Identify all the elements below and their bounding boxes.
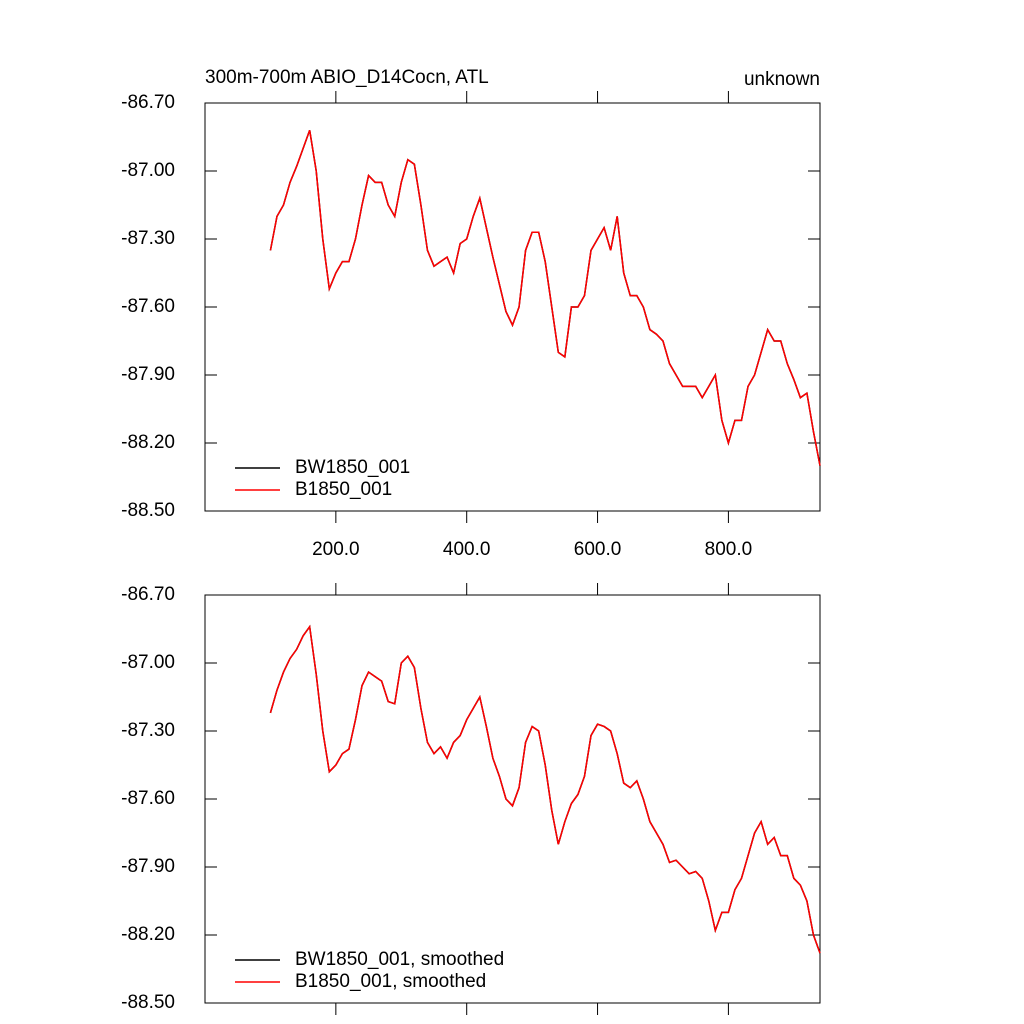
y-tick-label: -86.70 bbox=[121, 584, 175, 605]
y-tick-label: -87.60 bbox=[121, 296, 175, 317]
y-tick-label: -87.90 bbox=[121, 364, 175, 385]
legend-label: B1850_001, smoothed bbox=[295, 971, 486, 992]
y-tick-label: -88.50 bbox=[121, 992, 175, 1013]
series-line bbox=[269, 129, 821, 466]
y-tick-label: -87.00 bbox=[121, 652, 175, 673]
legend-label: BW1850_001, smoothed bbox=[295, 949, 504, 970]
series-line bbox=[269, 129, 821, 466]
x-tick-label: 200.0 bbox=[312, 539, 360, 560]
series-line bbox=[269, 624, 821, 954]
y-tick-label: -87.00 bbox=[121, 160, 175, 181]
chart-title: 300m-700m ABIO_D14Cocn, ATL bbox=[205, 67, 489, 88]
y-tick-label: -88.20 bbox=[121, 924, 175, 945]
x-tick-label: 400.0 bbox=[443, 539, 491, 560]
y-tick-label: -87.90 bbox=[121, 856, 175, 877]
legend-label: B1850_001 bbox=[295, 479, 392, 500]
x-tick-label: 600.0 bbox=[574, 539, 622, 560]
chart-subtitle: unknown bbox=[744, 69, 820, 90]
y-tick-label: -88.20 bbox=[121, 432, 175, 453]
y-tick-label: -87.30 bbox=[121, 228, 175, 249]
y-tick-label: -87.60 bbox=[121, 788, 175, 809]
plot-frame bbox=[204, 594, 821, 1004]
y-tick-label: -86.70 bbox=[121, 92, 175, 113]
y-tick-label: -88.50 bbox=[121, 500, 175, 521]
series-line bbox=[269, 624, 821, 954]
y-tick-label: -87.30 bbox=[121, 720, 175, 741]
legend-label: BW1850_001 bbox=[295, 457, 410, 478]
x-tick-label: 800.0 bbox=[705, 539, 753, 560]
